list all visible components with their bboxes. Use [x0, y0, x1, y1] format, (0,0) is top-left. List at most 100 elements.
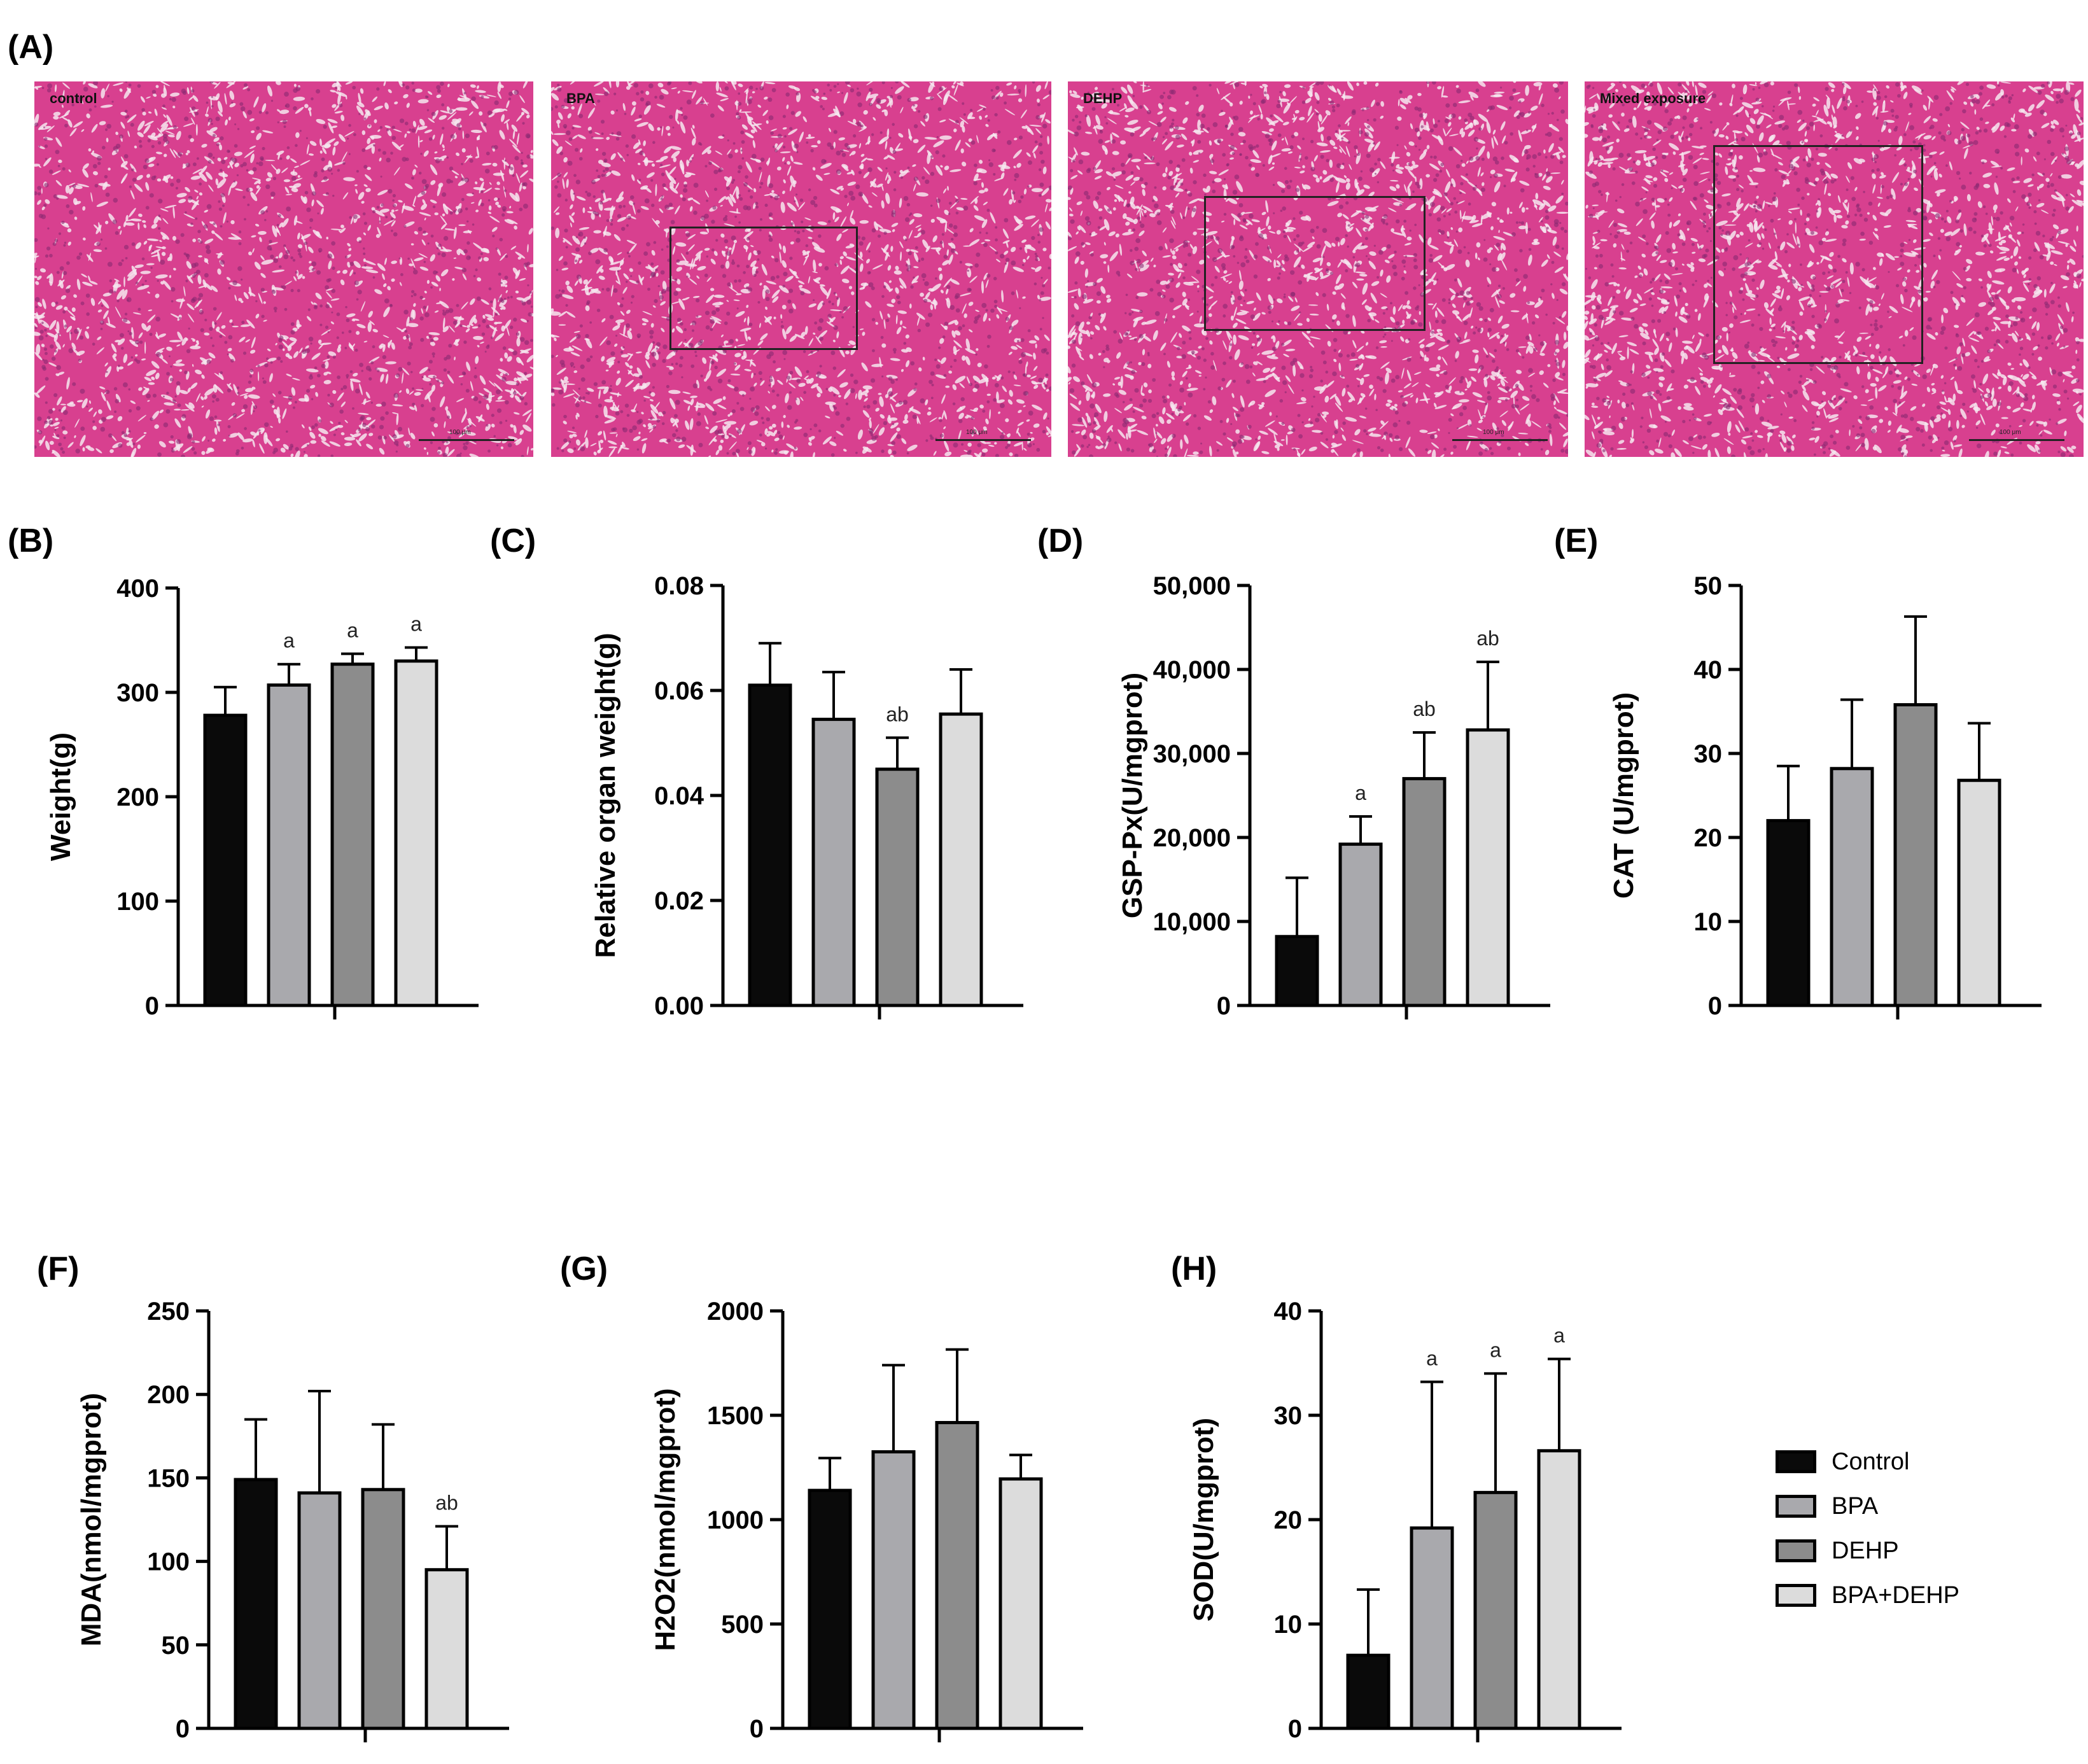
y-tick-label: 0.02	[654, 887, 704, 915]
y-axis-title: Relative organ weight(g)	[590, 633, 621, 958]
scale-bar	[1452, 439, 1548, 441]
scale-bar	[419, 439, 514, 441]
y-tick-label: 50	[1694, 572, 1723, 600]
y-tick-label: 40,000	[1153, 656, 1231, 684]
bar-bpa-dehp	[1537, 1449, 1581, 1730]
y-tick-label: 10	[1274, 1611, 1303, 1639]
bar-bpa-dehp	[1957, 778, 2001, 1007]
bar-bpa-dehp	[1466, 728, 1510, 1007]
legend-label: BPA+DEHP	[1832, 1581, 1959, 1609]
bar-dehp	[1893, 703, 1938, 1007]
y-tick-label: 0	[145, 992, 159, 1020]
significance-label: a	[347, 619, 358, 641]
bar-bpa-dehp	[939, 712, 983, 1007]
tissue-image	[551, 81, 1051, 457]
bar-bpa	[1830, 767, 1874, 1007]
legend-item-dehp: DEHP	[1776, 1529, 1959, 1573]
y-tick-label: 30,000	[1153, 740, 1231, 768]
micrograph-mixed-exposure: Mixed exposure 100 μm	[1585, 81, 2084, 457]
panel-label-b: (B)	[8, 522, 54, 559]
chart-relative-organ-weight: Relative organ weight(g) 0.00 0.02 0.04 0.06…	[547, 560, 1069, 1044]
y-tick-label: 50,000	[1153, 572, 1231, 600]
y-tick-label: 1000	[707, 1506, 764, 1534]
chart-cat: CAT (U/mgprot) 0 10 20 30 40 50	[1591, 560, 2087, 1044]
chart-mda: MDA(nmol/mgprot) 0 50 100 150 200 250 ab	[51, 1285, 535, 1756]
tissue-image	[34, 81, 533, 457]
micrograph-label: control	[50, 90, 97, 106]
region-of-interest-box	[669, 227, 858, 350]
bar-dehp	[875, 767, 920, 1007]
legend-item-bpa-dehp: BPA+DEHP	[1776, 1573, 1959, 1618]
y-tick-label: 10,000	[1153, 908, 1231, 936]
y-tick-label: 1500	[707, 1402, 764, 1430]
y-tick-label: 0	[176, 1715, 190, 1743]
scale-bar-text: 100 μm	[966, 429, 988, 436]
legend-swatch-bpa-dehp	[1776, 1584, 1816, 1607]
y-axis-title: MDA(nmol/mgprot)	[76, 1393, 107, 1646]
y-tick-label: 30	[1694, 740, 1723, 768]
legend-item-control: Control	[1776, 1439, 1959, 1484]
y-tick-label: 500	[721, 1611, 764, 1639]
scale-bar	[1969, 439, 2064, 441]
legend-swatch-control	[1776, 1450, 1816, 1473]
y-tick-label: 0	[1217, 992, 1231, 1020]
y-tick-label: 0.08	[654, 572, 704, 600]
bar-bpa	[297, 1491, 342, 1730]
panel-label-h: (H)	[1171, 1250, 1217, 1287]
bar-control	[1346, 1653, 1391, 1730]
y-axis-title: H2O2(nmol/mgprot)	[650, 1388, 681, 1651]
micrograph-label: DEHP	[1083, 90, 1123, 106]
scale-bar	[935, 439, 1031, 441]
y-tick-label: 200	[147, 1381, 190, 1409]
y-tick-label: 20,000	[1153, 824, 1231, 852]
legend: Control BPA DEHP BPA+DEHP	[1776, 1439, 1959, 1618]
bar-dehp	[361, 1488, 405, 1730]
legend-label: Control	[1832, 1448, 1910, 1475]
y-tick-label: 0.04	[654, 782, 704, 810]
y-axis-title: SOD(U/mgprot)	[1188, 1418, 1219, 1621]
bar-control	[808, 1488, 852, 1730]
y-tick-label: 0	[750, 1715, 764, 1743]
significance-label: a	[283, 629, 295, 652]
significance-label: a	[1355, 781, 1366, 804]
bar-bpa	[1338, 843, 1383, 1007]
significance-label: a	[1553, 1324, 1565, 1347]
panel-label-a: (A)	[8, 29, 54, 66]
panel-label-e: (E)	[1554, 522, 1599, 559]
y-axis-title: GSP-Px(U/mgprot)	[1117, 673, 1148, 918]
y-tick-label: 2000	[707, 1298, 764, 1326]
scale-bar-text: 100 μm	[449, 429, 471, 436]
y-axis-title: CAT (U/mgprot)	[1608, 692, 1639, 899]
scale-bar-text: 100 μm	[1483, 429, 1504, 436]
significance-label: ab	[1476, 627, 1499, 650]
bar-bpa	[871, 1450, 916, 1730]
bar-bpa	[267, 683, 311, 1007]
micrograph-label: BPA	[566, 90, 595, 106]
y-tick-label: 400	[116, 575, 159, 603]
region-of-interest-box	[1713, 145, 1923, 364]
chart-sod: SOD(U/mgprot) 0 10 20 30 40 a a a	[1184, 1285, 1693, 1756]
y-tick-label: 0.00	[654, 992, 704, 1020]
y-tick-label: 100	[147, 1548, 190, 1576]
bar-bpa-dehp	[424, 1568, 469, 1730]
micrograph-dehp: DEHP 100 μm	[1068, 81, 1568, 457]
scale-bar-text: 100 μm	[2000, 429, 2021, 436]
y-tick-label: 40	[1274, 1298, 1303, 1326]
bar-bpa-dehp	[998, 1477, 1043, 1730]
bar-control	[748, 683, 792, 1007]
region-of-interest-box	[1204, 196, 1426, 331]
y-tick-label: 150	[147, 1464, 190, 1492]
tissue-image	[1585, 81, 2084, 457]
significance-label: a	[410, 612, 422, 635]
bar-control	[1275, 935, 1319, 1007]
y-tick-label: 50	[162, 1632, 190, 1660]
bar-dehp	[935, 1420, 979, 1730]
y-tick-label: 20	[1274, 1506, 1303, 1534]
significance-label: ab	[886, 703, 909, 725]
y-tick-label: 10	[1694, 908, 1723, 936]
y-tick-label: 250	[147, 1298, 190, 1326]
y-tick-label: 0	[1708, 992, 1722, 1020]
bar-control	[1766, 819, 1811, 1007]
y-tick-label: 0	[1288, 1715, 1302, 1743]
legend-item-bpa: BPA	[1776, 1484, 1959, 1529]
